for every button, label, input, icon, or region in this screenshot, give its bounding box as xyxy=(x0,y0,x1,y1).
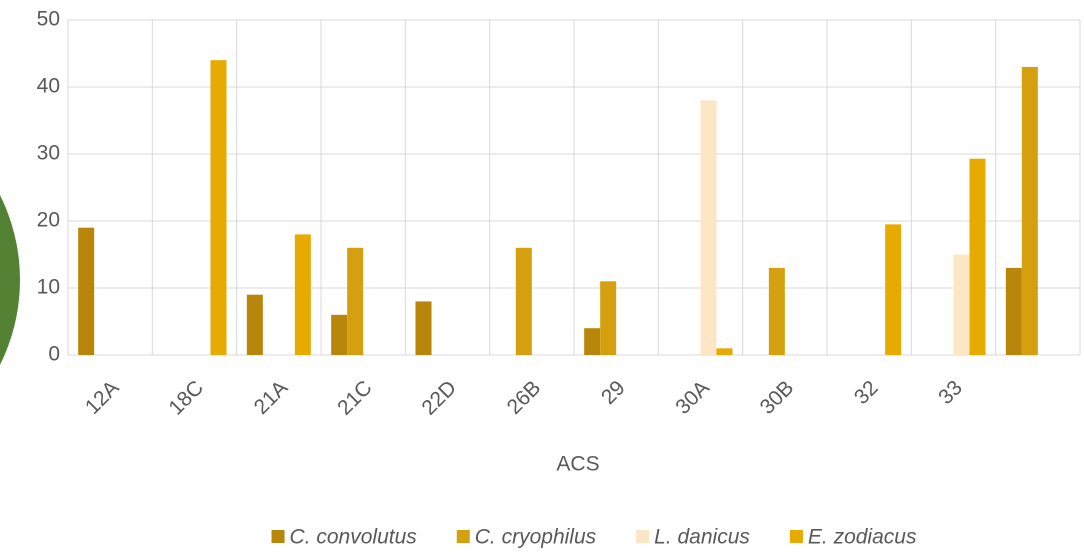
x-tick-label: 18C xyxy=(164,376,208,420)
bar xyxy=(584,328,601,355)
x-tick-label: 22D xyxy=(417,376,461,420)
bar xyxy=(600,281,617,355)
x-tick-label: 12A xyxy=(81,376,124,419)
bar xyxy=(716,348,733,355)
x-tick-label: 21C xyxy=(333,376,377,420)
x-tick-label: 29 xyxy=(597,376,630,409)
x-tick-label: 30B xyxy=(756,376,799,419)
y-tick-label: 30 xyxy=(37,142,60,165)
bar xyxy=(1005,267,1022,355)
x-tick-label: 26B xyxy=(503,376,546,419)
decorative-circle xyxy=(0,195,20,365)
y-tick-label: 50 xyxy=(37,8,60,31)
y-tick-label: 10 xyxy=(37,276,60,299)
legend-swatch xyxy=(271,530,285,543)
bar xyxy=(246,294,263,355)
bar xyxy=(768,267,785,355)
bar xyxy=(969,158,986,355)
bar xyxy=(885,224,902,355)
legend-label: E. zodiacus xyxy=(808,526,917,549)
bar xyxy=(700,100,717,356)
x-tick-label: 33 xyxy=(934,376,967,409)
legend-label: L. danicus xyxy=(654,526,750,549)
x-axis-label: ACS xyxy=(556,453,599,476)
legend-swatch xyxy=(456,530,470,543)
bar xyxy=(331,314,348,355)
legend-swatch xyxy=(789,530,803,543)
bar xyxy=(953,254,970,355)
legend-swatch xyxy=(636,530,650,543)
bar xyxy=(415,301,432,355)
bar xyxy=(347,247,364,355)
bar xyxy=(1021,66,1038,356)
legend-label: C. cryophilus xyxy=(475,526,597,549)
y-tick-label: 20 xyxy=(37,209,60,232)
x-tick-label: 32 xyxy=(850,376,883,409)
y-tick-label: 0 xyxy=(48,343,60,366)
x-tick-label: 21A xyxy=(250,376,293,419)
bar xyxy=(210,60,227,355)
bar xyxy=(515,247,532,355)
legend-label: C. convolutus xyxy=(290,526,418,549)
bar xyxy=(294,234,311,355)
bar xyxy=(78,227,95,355)
x-tick-label: 30A xyxy=(671,376,714,419)
y-tick-label: 40 xyxy=(37,75,60,98)
